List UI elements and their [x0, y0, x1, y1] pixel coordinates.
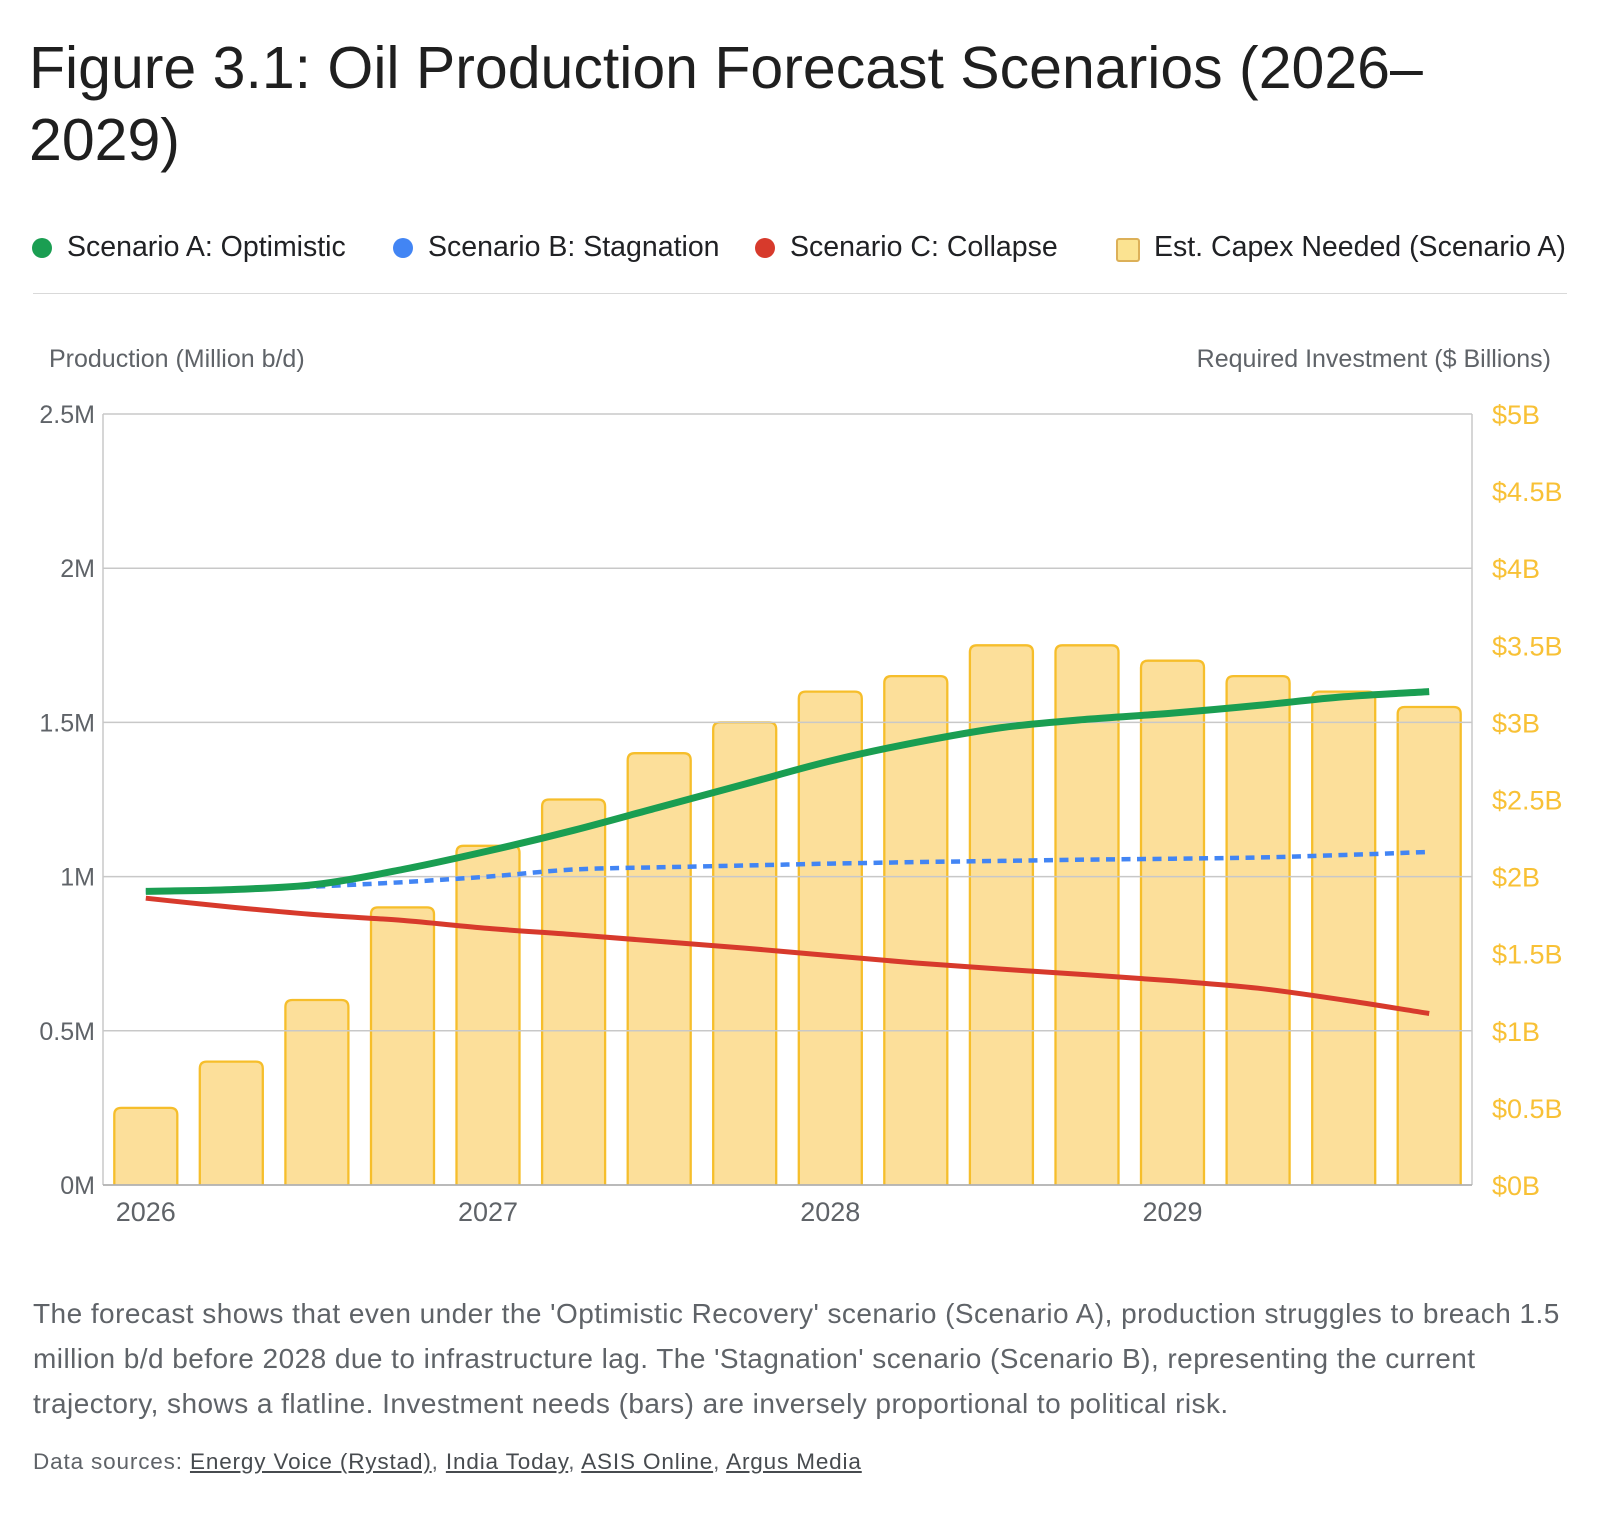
svg-text:1M: 1M: [60, 864, 95, 892]
svg-text:$3.5B: $3.5B: [1492, 631, 1563, 661]
svg-text:$3B: $3B: [1492, 708, 1540, 738]
svg-text:$0.5B: $0.5B: [1492, 1094, 1563, 1124]
svg-text:2029: 2029: [1142, 1197, 1202, 1227]
svg-text:$0B: $0B: [1492, 1171, 1540, 1201]
svg-text:$4B: $4B: [1492, 554, 1540, 584]
svg-text:$2B: $2B: [1492, 863, 1540, 893]
svg-text:1.5M: 1.5M: [39, 709, 95, 737]
svg-text:$1B: $1B: [1492, 1017, 1540, 1047]
svg-text:$4.5B: $4.5B: [1492, 477, 1563, 507]
svg-text:2026: 2026: [116, 1197, 176, 1227]
svg-text:$2.5B: $2.5B: [1492, 786, 1563, 816]
svg-text:2027: 2027: [458, 1197, 518, 1227]
svg-text:0.5M: 0.5M: [39, 1018, 95, 1046]
svg-text:2M: 2M: [60, 555, 95, 583]
svg-text:2028: 2028: [800, 1197, 860, 1227]
svg-text:2.5M: 2.5M: [39, 401, 95, 429]
svg-text:0M: 0M: [60, 1172, 95, 1200]
svg-text:$5B: $5B: [1492, 400, 1540, 430]
svg-text:$1.5B: $1.5B: [1492, 940, 1563, 970]
